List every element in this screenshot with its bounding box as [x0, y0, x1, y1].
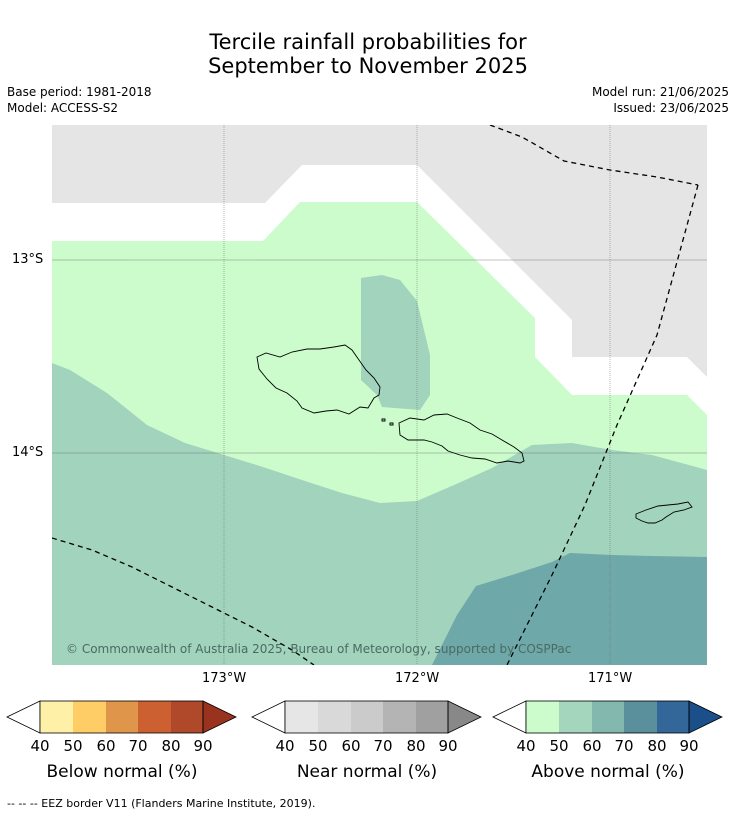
cbar-near-tick-80: 80 [406, 737, 426, 755]
cbar-below-tick-90: 90 [193, 737, 213, 755]
cbar-below-tick-60: 60 [96, 737, 116, 755]
rainfall-map: © Commonwealth of Australia 2025, Bureau… [52, 125, 707, 665]
region-above-60-70 [432, 553, 707, 665]
cbar-above-frame [525, 700, 690, 734]
cbar-below-frame [39, 700, 204, 734]
graticule [52, 125, 707, 665]
cbar-near-60-70 [351, 701, 383, 733]
eez-border [52, 125, 699, 665]
cbar-above-under [492, 700, 527, 734]
lon-tick-172w: 172°W [395, 671, 440, 686]
cbar-below-70-80 [138, 701, 171, 733]
copyright-text: © Commonwealth of Australia 2025, Bureau… [66, 642, 571, 656]
cbar-below-under [6, 700, 41, 734]
title-line-1: Tercile rainfall probabilities for [209, 30, 527, 54]
map-title: Tercile rainfall probabilities for Septe… [0, 30, 736, 78]
eez-border-east [506, 184, 699, 665]
colorbar-below-normal [6, 700, 237, 734]
cbar-above-tick-50: 50 [549, 737, 569, 755]
lat-tick-14s: 14°S [12, 445, 44, 460]
region-above-50-60-island [361, 275, 430, 410]
cbar-near-frame [284, 700, 449, 734]
cbar-above-50-60 [559, 701, 592, 733]
cbar-below-60-70 [106, 701, 138, 733]
cbar-near-label: Near normal (%) [296, 762, 438, 782]
cbar-above-tick-90: 90 [679, 737, 699, 755]
cbar-below-40-50 [40, 701, 73, 733]
cbar-above-tick-60: 60 [582, 737, 602, 755]
eez-legend-footer: -- -- -- EEZ border V11 (Flanders Marine… [7, 797, 316, 810]
cbar-above-tick-80: 80 [647, 737, 667, 755]
model-run: Model run: 21/06/2025 [591, 85, 729, 99]
cbar-above-40-50 [526, 701, 559, 733]
islands [256, 344, 693, 524]
cbar-near-70-80 [383, 701, 416, 733]
upolu-island [398, 413, 525, 464]
cbar-below-tick-40: 40 [30, 737, 50, 755]
cbar-above-80-90 [657, 701, 689, 733]
base-period: Base period: 1981-2018 [7, 85, 152, 99]
cbar-below-80-90 [171, 701, 203, 733]
colorbar-near-normal [251, 700, 482, 734]
cbar-below-tick-80: 80 [161, 737, 181, 755]
cbar-below-50-60 [73, 701, 106, 733]
issued-date: Issued: 23/06/2025 [613, 101, 729, 115]
tutuila-island [635, 501, 693, 524]
lon-tick-173w: 173°W [202, 671, 247, 686]
cbar-near-40-50 [285, 701, 318, 733]
eez-border-southwest [52, 537, 315, 665]
cbar-near-50-60 [318, 701, 351, 733]
lat-tick-13s: 13°S [12, 252, 44, 267]
cbar-above-tick-40: 40 [516, 737, 536, 755]
manono-islet [381, 418, 386, 422]
lon-tick-171w: 171°W [588, 671, 633, 686]
cbar-above-over [688, 700, 723, 734]
cbar-above-tick-70: 70 [614, 737, 634, 755]
meta-right: Model run: 21/06/2025 Issued: 23/06/2025 [592, 84, 729, 116]
cbar-below-tick-70: 70 [128, 737, 148, 755]
cbar-above-60-70 [592, 701, 624, 733]
eez-border-northeast [489, 125, 699, 186]
cbar-above-label: Above normal (%) [531, 762, 685, 782]
cbar-near-tick-50: 50 [308, 737, 328, 755]
cbar-below-tick-50: 50 [63, 737, 83, 755]
apolima-islet [389, 422, 394, 426]
cbar-near-80-90 [416, 701, 448, 733]
cbar-near-tick-60: 60 [341, 737, 361, 755]
cbar-near-tick-40: 40 [275, 737, 295, 755]
cbar-near-under [251, 700, 286, 734]
cbar-near-tick-90: 90 [438, 737, 458, 755]
model-name: Model: ACCESS-S2 [7, 101, 119, 115]
cbar-below-label: Below normal (%) [46, 762, 198, 782]
cbar-above-70-80 [624, 701, 657, 733]
cbar-near-tick-70: 70 [373, 737, 393, 755]
meta-left: Base period: 1981-2018 Model: ACCESS-S2 [7, 84, 152, 116]
title-line-2: September to November 2025 [208, 54, 528, 78]
colorbar-above-normal [492, 700, 723, 734]
cbar-below-over [202, 700, 237, 734]
savaii-island [256, 344, 381, 415]
cbar-near-over [447, 700, 482, 734]
